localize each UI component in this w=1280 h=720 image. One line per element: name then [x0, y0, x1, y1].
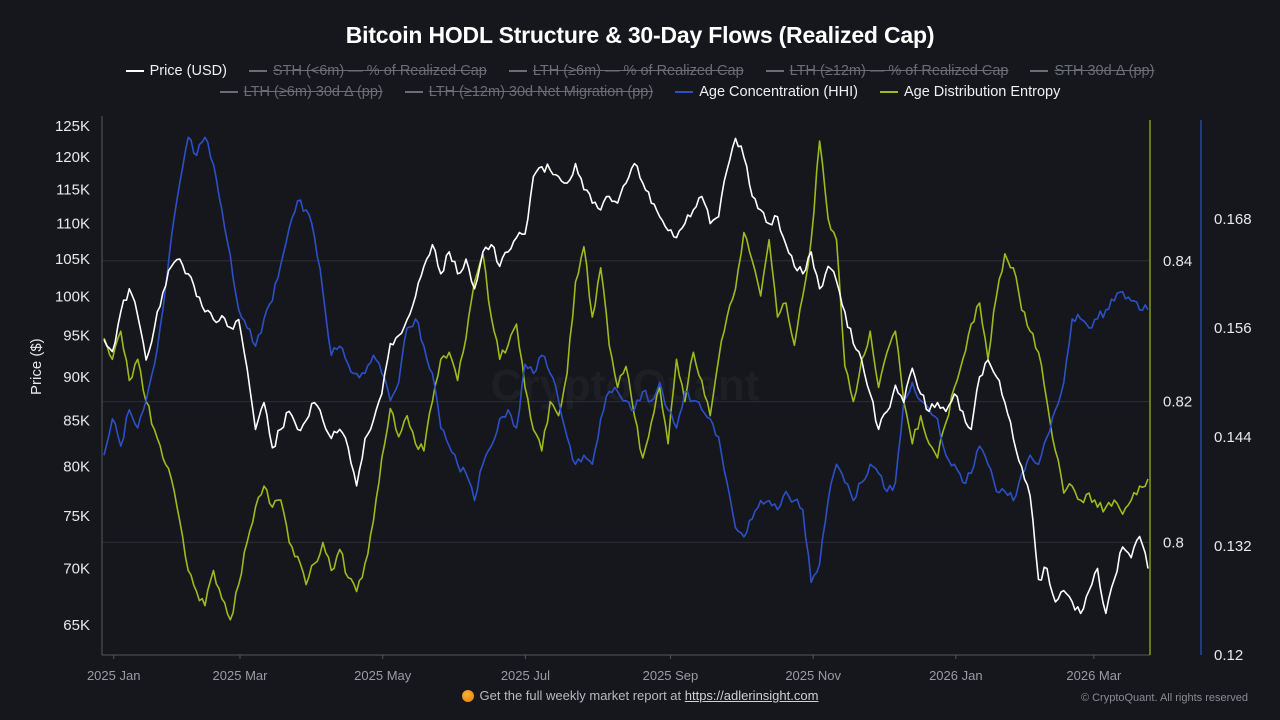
legend-swatch	[508, 70, 527, 72]
legend-label: STH (<6m) — % of Realized Cap	[272, 63, 487, 79]
entropy-tick-label: 0.82	[1163, 394, 1192, 411]
price-tick-label: 75K	[63, 508, 90, 525]
price-tick-label: 70K	[63, 561, 90, 578]
legend-label: LTH (≥12m) 30d Net Migration (pp)	[428, 84, 654, 100]
x-tick-label: 2025 Jul	[501, 668, 550, 683]
legend-label: Price (USD)	[149, 63, 227, 79]
hhi-tick-label: 0.156	[1214, 320, 1252, 337]
legend-label: LTH (≥6m) — % of Realized Cap	[532, 63, 744, 79]
legend-item[interactable]: STH 30d Δ (pp)	[1030, 63, 1154, 79]
price-tick-label: 110K	[56, 216, 90, 233]
x-tick-label: 2025 Jan	[87, 668, 141, 683]
price-tick-label: 100K	[55, 288, 90, 305]
legend-swatch	[765, 70, 784, 72]
legend-swatch	[404, 91, 423, 93]
price-tick-label: 85K	[63, 412, 90, 429]
legend-swatch	[248, 70, 267, 72]
y-tick-labels: 65K 70K 75K 80K 85K 90K 95K 100K 105K 110K 115K 120…	[55, 118, 1252, 664]
x-tick-label: 2026 Jan	[929, 668, 983, 683]
price-tick-label: 125K	[55, 118, 90, 135]
hhi-tick-label: 0.12	[1214, 647, 1243, 664]
age-concentration-hhi-line	[103, 136, 1149, 584]
footer: Get the full weekly market report at htt…	[0, 688, 1280, 703]
legend-swatch	[1030, 70, 1049, 72]
price-tick-label: 105K	[55, 251, 90, 268]
chart-title: Bitcoin HODL Structure & 30-Day Flows (R…	[345, 22, 935, 48]
axes	[101, 116, 1202, 656]
x-tick-label: 2025 Sep	[643, 668, 699, 683]
age-distribution-entropy-line	[103, 140, 1149, 621]
report-link[interactable]: https://adlerinsight.com	[684, 688, 819, 703]
footer-text: Get the full weekly market report at	[479, 688, 685, 703]
legend-label: STH 30d Δ (pp)	[1054, 63, 1155, 79]
legend-item[interactable]: Age Concentration (HHI)	[675, 84, 858, 100]
legend-swatch	[219, 91, 238, 93]
legend-row-1: Price (USD) STH (<6m) — % of Realized Ca…	[0, 63, 1280, 79]
x-tick-labels: 2025 Jan 2025 Mar 2025 May 2025 Jul 2025 Sep…	[87, 655, 1122, 683]
price-tick-label: 80K	[63, 459, 90, 476]
hhi-tick-label: 0.168	[1214, 211, 1252, 228]
legend-swatch	[125, 70, 144, 72]
price-tick-label: 90K	[63, 369, 90, 386]
price-tick-label: 115K	[56, 182, 90, 199]
x-tick-label: 2026 Mar	[1066, 668, 1122, 683]
price-usd-line	[103, 137, 1149, 615]
entropy-tick-label: 0.84	[1163, 253, 1192, 270]
legend-label: LTH (≥6m) 30d Δ (pp)	[243, 84, 383, 100]
legend-item[interactable]: STH (<6m) — % of Realized Cap	[248, 63, 487, 79]
price-tick-label: 95K	[63, 327, 90, 344]
legend-item[interactable]: Age Distribution Entropy	[879, 84, 1061, 100]
series-lines	[103, 136, 1149, 621]
hhi-tick-label: 0.132	[1214, 538, 1252, 555]
legend-label: Age Concentration (HHI)	[699, 84, 858, 100]
x-tick-label: 2025 Nov	[785, 668, 841, 683]
legend-item[interactable]: LTH (≥12m) — % of Realized Cap	[765, 63, 1009, 79]
copyright: © CryptoQuant. All rights reserved	[1080, 692, 1248, 704]
legend-label: Age Distribution Entropy	[903, 84, 1061, 100]
legend-item[interactable]: LTH (≥6m) — % of Realized Cap	[508, 63, 744, 79]
price-tick-label: 65K	[63, 617, 90, 634]
x-tick-label: 2025 May	[354, 668, 412, 683]
entropy-tick-label: 0.8	[1163, 534, 1184, 551]
x-tick-label: 2025 Mar	[213, 668, 269, 683]
price-tick-label: 120K	[55, 149, 90, 166]
legend-row-2: LTH (≥6m) 30d Δ (pp) LTH (≥12m) 30d Net …	[0, 84, 1280, 100]
hhi-tick-label: 0.144	[1214, 429, 1252, 446]
legend-item[interactable]: Price (USD)	[125, 63, 227, 79]
legend-swatch	[675, 91, 694, 93]
legend-label: LTH (≥12m) — % of Realized Cap	[789, 63, 1009, 79]
legend-swatch	[879, 91, 898, 93]
legend-item[interactable]: LTH (≥12m) 30d Net Migration (pp)	[404, 84, 654, 100]
legend-item[interactable]: LTH (≥6m) 30d Δ (pp)	[219, 84, 383, 100]
report-dot-icon	[461, 690, 474, 702]
